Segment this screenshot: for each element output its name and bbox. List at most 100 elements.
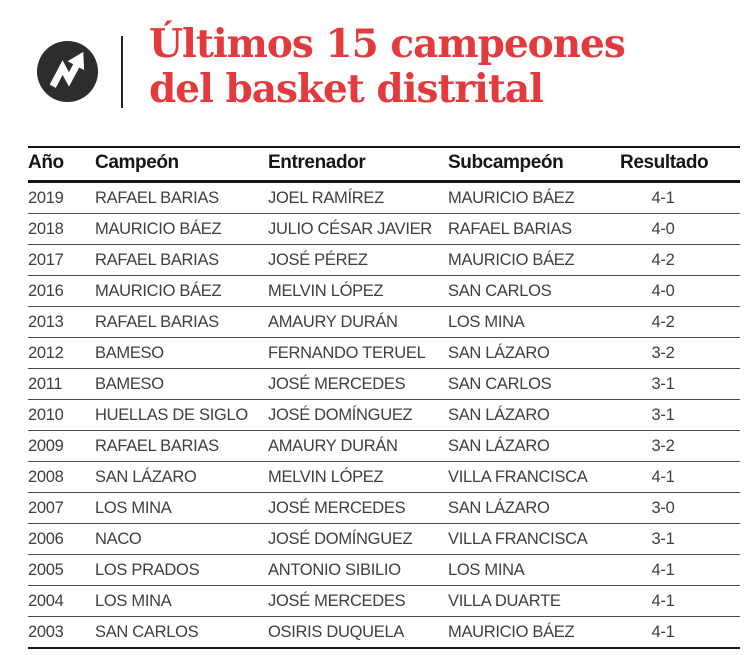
table-cell-runnerup: SAN LÁZARO <box>448 492 620 524</box>
up-trend-arrow-icon <box>36 40 99 103</box>
table-cell-runnerup: SAN LÁZARO <box>448 337 620 369</box>
table-cell-year: 2018 <box>28 213 95 245</box>
page-title: Últimos 15 campeones del basket distrita… <box>149 21 626 112</box>
table-cell-result: 3-2 <box>620 430 740 462</box>
table-cell-coach: FERNANDO TERUEL <box>268 337 448 369</box>
table-cell-runnerup: LOS MINA <box>448 306 620 338</box>
table-row: 2017 RAFAEL BARIAS JOSÉ PÉREZ MAURICIO BÁEZ… <box>28 244 740 276</box>
table-row: 2013 RAFAEL BARIAS AMAURY DURÁN LOS MINA 4-2 <box>28 306 740 338</box>
column-header-year: Año <box>28 147 95 183</box>
table-row: 2011 BAMESO JOSÉ MERCEDES SAN CARLOS 3-1 <box>28 368 740 400</box>
table-cell-coach: AMAURY DURÁN <box>268 306 448 338</box>
table-cell-coach: JOSÉ MERCEDES <box>268 585 448 617</box>
column-header-coach: Entrenador <box>268 147 448 183</box>
table-cell-runnerup: MAURICIO BÁEZ <box>448 616 620 649</box>
table-cell-runnerup: VILLA DUARTE <box>448 585 620 617</box>
table-header: Año Campeón Entrenador Subcampeón Result… <box>28 147 740 183</box>
table-cell-year: 2004 <box>28 585 95 617</box>
table-cell-champion: SAN CARLOS <box>95 616 268 649</box>
table-row: 2006 NACO JOSÉ DOMÍNGUEZ VILLA FRANCISCA 3-1 <box>28 523 740 555</box>
table-row: 2003 SAN CARLOS OSIRIS DUQUELA MAURICIO BÁE… <box>28 616 740 649</box>
logo <box>36 40 99 103</box>
table-cell-champion: LOS MINA <box>95 585 268 617</box>
table-row: 2007 LOS MINA JOSÉ MERCEDES SAN LÁZARO 3-0 <box>28 492 740 524</box>
table-cell-year: 2009 <box>28 430 95 462</box>
table-cell-year: 2006 <box>28 523 95 555</box>
table-cell-champion: SAN LÁZARO <box>95 461 268 493</box>
table-cell-champion: HUELLAS DE SIGLO <box>95 399 268 431</box>
table-row: 2012 BAMESO FERNANDO TERUEL SAN LÁZARO 3-2 <box>28 337 740 369</box>
table-body: 2019 RAFAEL BARIAS JOEL RAMÍREZ MAURICIO BÁ… <box>28 181 740 649</box>
table-cell-coach: JOSÉ DOMÍNGUEZ <box>268 399 448 431</box>
table-cell-year: 2013 <box>28 306 95 338</box>
table-cell-result: 4-1 <box>620 181 740 214</box>
table-cell-result: 3-2 <box>620 337 740 369</box>
table-row: 2004 LOS MINA JOSÉ MERCEDES VILLA DUARTE 4-1 <box>28 585 740 617</box>
champions-table: Año Campeón Entrenador Subcampeón Result… <box>28 146 740 649</box>
table-cell-coach: JOSÉ MERCEDES <box>268 368 448 400</box>
masthead-divider <box>121 36 123 108</box>
table-cell-coach: JOSÉ PÉREZ <box>268 244 448 276</box>
table-cell-runnerup: SAN CARLOS <box>448 275 620 307</box>
table-cell-coach: JULIO CÉSAR JAVIER <box>268 213 448 245</box>
table-cell-champion: LOS MINA <box>95 492 268 524</box>
table-cell-result: 4-1 <box>620 616 740 649</box>
table-cell-coach: ANTONIO SIBILIO <box>268 554 448 586</box>
table-cell-year: 2005 <box>28 554 95 586</box>
table-cell-year: 2016 <box>28 275 95 307</box>
table-cell-year: 2017 <box>28 244 95 276</box>
table-cell-year: 2007 <box>28 492 95 524</box>
table-cell-runnerup: VILLA FRANCISCA <box>448 523 620 555</box>
table-row: 2016 MAURICIO BÁEZ MELVIN LÓPEZ SAN CARLOS 4… <box>28 275 740 307</box>
table-cell-coach: OSIRIS DUQUELA <box>268 616 448 649</box>
table-cell-year: 2019 <box>28 181 95 214</box>
table-cell-year: 2012 <box>28 337 95 369</box>
table-row: 2005 LOS PRADOS ANTONIO SIBILIO LOS MINA 4-1 <box>28 554 740 586</box>
table-row: 2009 RAFAEL BARIAS AMAURY DURÁN SAN LÁZARO 3… <box>28 430 740 462</box>
table-cell-runnerup: MAURICIO BÁEZ <box>448 181 620 214</box>
table-cell-runnerup: SAN LÁZARO <box>448 399 620 431</box>
table-row: 2018 MAURICIO BÁEZ JULIO CÉSAR JAVIER RAFAE… <box>28 213 740 245</box>
table-cell-result: 3-1 <box>620 399 740 431</box>
column-header-runnerup: Subcampeón <box>448 147 620 183</box>
table-cell-champion: RAFAEL BARIAS <box>95 181 268 214</box>
table-cell-result: 3-0 <box>620 492 740 524</box>
table-row: 2010 HUELLAS DE SIGLO JOSÉ DOMÍNGUEZ SAN LÁ… <box>28 399 740 431</box>
table-cell-result: 3-1 <box>620 523 740 555</box>
table-cell-champion: LOS PRADOS <box>95 554 268 586</box>
table-cell-result: 4-1 <box>620 554 740 586</box>
table-cell-result: 4-0 <box>620 213 740 245</box>
table-cell-result: 4-1 <box>620 585 740 617</box>
table-header-row: Año Campeón Entrenador Subcampeón Result… <box>28 147 740 183</box>
masthead: Últimos 15 campeones del basket distrita… <box>0 0 755 146</box>
table-cell-champion: MAURICIO BÁEZ <box>95 213 268 245</box>
table-cell-result: 4-0 <box>620 275 740 307</box>
table-cell-coach: JOSÉ DOMÍNGUEZ <box>268 523 448 555</box>
table-cell-champion: RAFAEL BARIAS <box>95 430 268 462</box>
page-title-line1: Últimos 15 campeones <box>149 21 626 67</box>
table-cell-runnerup: VILLA FRANCISCA <box>448 461 620 493</box>
column-header-champion: Campeón <box>95 147 268 183</box>
table-cell-coach: MELVIN LÓPEZ <box>268 461 448 493</box>
table-cell-year: 2011 <box>28 368 95 400</box>
table-cell-year: 2008 <box>28 461 95 493</box>
table-cell-coach: AMAURY DURÁN <box>268 430 448 462</box>
table-cell-champion: RAFAEL BARIAS <box>95 244 268 276</box>
table-cell-champion: NACO <box>95 523 268 555</box>
table-cell-champion: BAMESO <box>95 368 268 400</box>
table-cell-runnerup: MAURICIO BÁEZ <box>448 244 620 276</box>
table-cell-result: 3-1 <box>620 368 740 400</box>
table-cell-runnerup: LOS MINA <box>448 554 620 586</box>
table-cell-champion: BAMESO <box>95 337 268 369</box>
column-header-result: Resultado <box>620 147 740 183</box>
table-cell-year: 2003 <box>28 616 95 649</box>
table-cell-champion: RAFAEL BARIAS <box>95 306 268 338</box>
table-cell-coach: MELVIN LÓPEZ <box>268 275 448 307</box>
table-cell-runnerup: RAFAEL BARIAS <box>448 213 620 245</box>
table-cell-coach: JOEL RAMÍREZ <box>268 181 448 214</box>
table-cell-runnerup: SAN LÁZARO <box>448 430 620 462</box>
table-cell-result: 4-2 <box>620 306 740 338</box>
table-cell-champion: MAURICIO BÁEZ <box>95 275 268 307</box>
table-cell-result: 4-2 <box>620 244 740 276</box>
